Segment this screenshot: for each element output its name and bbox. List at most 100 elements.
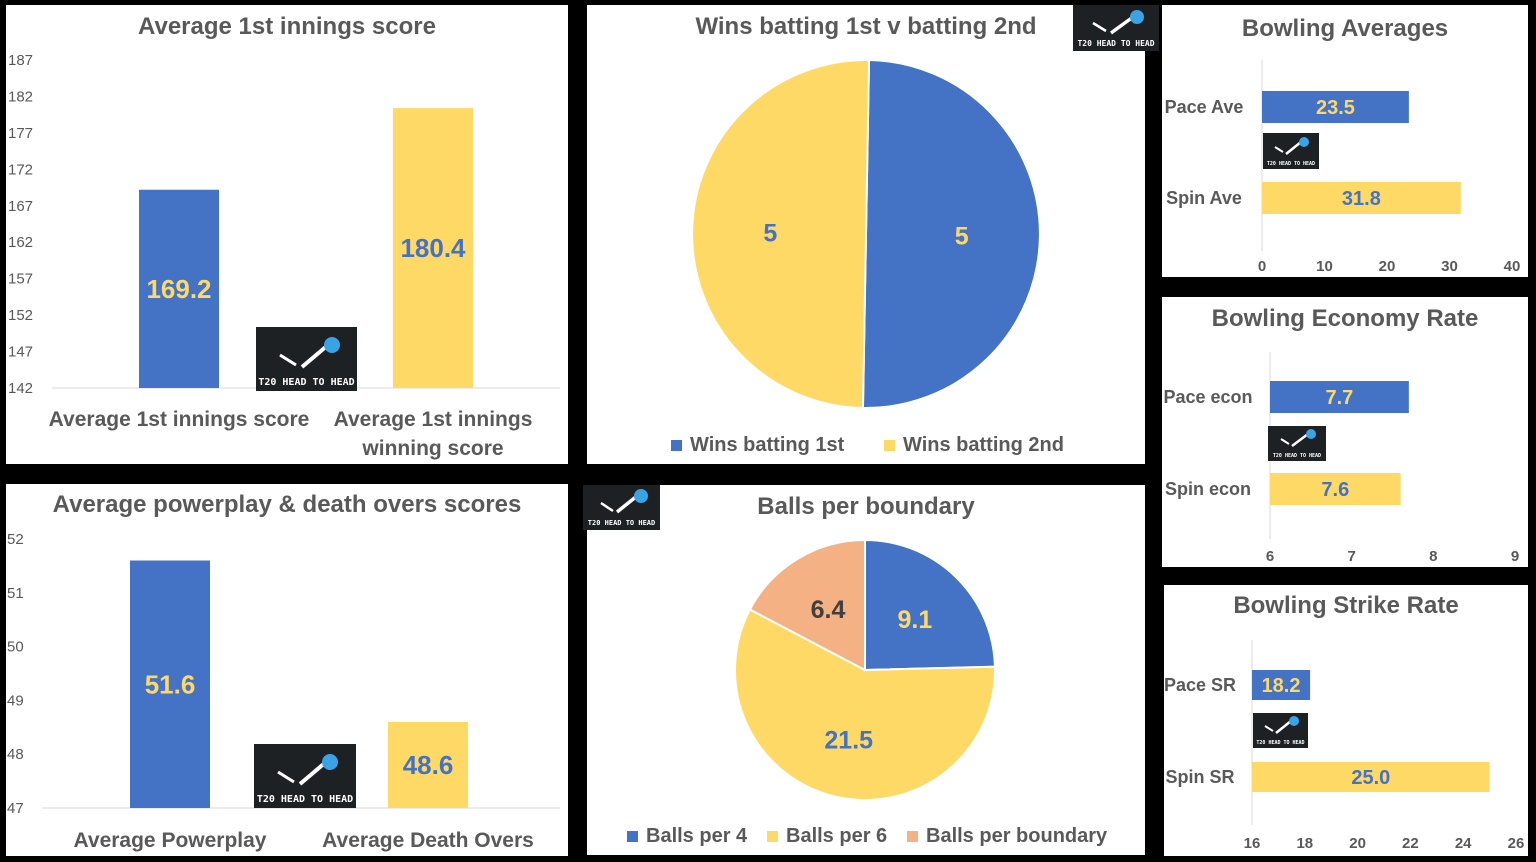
x-tick-label: 7 [1347, 548, 1355, 565]
y-tick-label: 177 [8, 125, 33, 142]
boundary-pie-chart: 9.1 21.5 6.4 Balls per 4 Balls per 6 Balls pe… [627, 538, 1108, 847]
x-tick-label: 16 [1244, 835, 1261, 852]
strike-rate-panel: Bowling Strike Rate 16 18 20 22 24 26 18.2 Pace… [1164, 585, 1528, 856]
economy-title: Bowling Economy Rate [1211, 305, 1479, 332]
bowling-averages-panel: Bowling Averages 0 10 20 30 40 23.5 Pace Ave 31… [1162, 5, 1528, 277]
pie-slice [864, 538, 996, 672]
data-label: 180.4 [400, 233, 466, 263]
powerplay-chart: 47 48 49 50 51 52 51.6 Average Powerplay 48.6 Ave… [7, 531, 560, 852]
data-label: 9.1 [898, 606, 933, 634]
bowling-averages-title: Bowling Averages [1241, 15, 1449, 42]
category-label: Pace Ave [1165, 97, 1244, 117]
boundary-pie-title: Balls per boundary [757, 493, 975, 520]
x-tick-label: 9 [1511, 548, 1519, 565]
first-innings-panel: Average 1st innings score 142 147 152 157 16… [6, 5, 568, 464]
wins-pie-title: Wins batting 1st v batting 2nd [695, 13, 1037, 40]
y-tick-label: 172 [8, 161, 33, 178]
category-label: winning score [361, 437, 503, 460]
logo-text: T20 HEAD TO HEAD [1266, 161, 1316, 167]
bar [388, 721, 468, 808]
x-tick-label: 8 [1429, 548, 1437, 565]
y-tick-label: 147 [8, 344, 33, 361]
powerplay-title: Average powerplay & death overs scores [52, 491, 522, 518]
category-label: Average 1st innings [334, 408, 533, 431]
pie-slice [734, 608, 996, 801]
legend-label: Wins batting 2nd [903, 434, 1064, 456]
data-label: 25.0 [1351, 767, 1390, 789]
category-label: Pace econ [1163, 387, 1252, 407]
data-label: 7.7 [1326, 387, 1354, 409]
logo-text: T20 HEAD TO HEAD [256, 794, 354, 805]
bar [1270, 473, 1401, 505]
legend-swatch [671, 440, 682, 451]
cricket-ball-icon [1274, 137, 1309, 155]
bar [1270, 381, 1409, 413]
bar [139, 189, 219, 388]
y-tick-label: 187 [8, 52, 33, 69]
y-tick-label: 51 [7, 585, 24, 602]
bar [393, 108, 473, 389]
category-label: Pace SR [1164, 675, 1236, 695]
legend-label: Wins batting 1st [690, 434, 845, 456]
bar [1262, 91, 1409, 123]
logo-text: T20 HEAD TO HEAD [258, 377, 355, 388]
legend-swatch [884, 440, 895, 451]
data-label: 18.2 [1262, 675, 1301, 697]
brand-logo: T20 HEAD TO HEAD [1253, 713, 1308, 748]
logo-text: T20 HEAD TO HEAD [587, 519, 656, 527]
first-innings-chart: 142 147 152 157 162 167 172 177 182 187 169.2 Avera… [8, 52, 560, 460]
y-tick-label: 157 [8, 271, 33, 288]
brand-logo: T20 HEAD TO HEAD [256, 327, 357, 391]
cricket-ball-icon [600, 489, 648, 514]
y-tick-label: 52 [7, 531, 24, 548]
legend-label: Balls per boundary [926, 825, 1108, 847]
brand-logo: T20 HEAD TO HEAD [1073, 5, 1159, 51]
category-label: Average 1st innings score [49, 408, 310, 431]
data-label: 48.6 [403, 750, 454, 780]
cricket-ball-icon [277, 754, 338, 786]
y-tick-label: 167 [8, 198, 33, 215]
logo-text: T20 HEAD TO HEAD [1272, 453, 1322, 459]
category-label: Average Powerplay [74, 829, 267, 852]
y-tick-label: 47 [7, 800, 24, 817]
bar [1252, 762, 1490, 792]
bowling-averages-chart: 0 10 20 30 40 23.5 Pace Ave 31.8 Spin Ave [1165, 60, 1521, 275]
y-tick-label: 49 [7, 692, 24, 709]
economy-panel: Bowling Economy Rate 6 7 8 9 7.7 Pace econ 7.6… [1162, 297, 1528, 567]
y-tick-label: 50 [7, 639, 24, 656]
y-tick-label: 48 [7, 746, 24, 763]
bar [1252, 670, 1311, 700]
cricket-ball-icon [279, 337, 340, 369]
boundary-pie-panel: Balls per boundary 9.1 21.5 6.4 Balls per 4… [583, 485, 1145, 855]
x-tick-label: 6 [1266, 548, 1274, 565]
cricket-ball-icon [1092, 10, 1144, 35]
x-tick-label: 30 [1441, 258, 1458, 275]
pie-slice [748, 538, 866, 672]
wins-pie-panel: Wins batting 1st v batting 2nd 5 5 Wins ba… [587, 5, 1145, 464]
category-label: Spin econ [1165, 479, 1251, 499]
data-label: 169.2 [146, 274, 211, 304]
x-tick-label: 40 [1504, 258, 1521, 275]
data-label: 5 [763, 219, 777, 247]
brand-logo: T20 HEAD TO HEAD [583, 485, 660, 530]
wins-pie-chart: 5 5 Wins batting 1st Wins batting 2nd [671, 59, 1064, 456]
data-label: 6.4 [811, 596, 846, 624]
economy-chart: 6 7 8 9 7.7 Pace econ 7.6 Spin econ [1163, 352, 1519, 565]
strike-rate-title: Bowling Strike Rate [1233, 592, 1459, 619]
logo-text: T20 HEAD TO HEAD [1256, 740, 1305, 746]
bar [1262, 182, 1461, 214]
data-label: 31.8 [1342, 188, 1381, 210]
data-label: 5 [955, 223, 969, 251]
y-tick-label: 162 [8, 234, 33, 251]
y-tick-label: 152 [8, 307, 33, 324]
brand-logo: T20 HEAD TO HEAD [1268, 426, 1326, 461]
brand-logo: T20 HEAD TO HEAD [1263, 133, 1319, 169]
x-tick-label: 22 [1402, 835, 1419, 852]
data-label: 7.6 [1321, 479, 1349, 501]
logo-text: T20 HEAD TO HEAD [1077, 39, 1155, 48]
data-label: 51.6 [145, 669, 196, 699]
x-tick-label: 20 [1379, 258, 1396, 275]
x-tick-label: 26 [1508, 835, 1525, 852]
y-tick-label: 142 [8, 380, 33, 397]
y-tick-label: 182 [8, 88, 33, 105]
